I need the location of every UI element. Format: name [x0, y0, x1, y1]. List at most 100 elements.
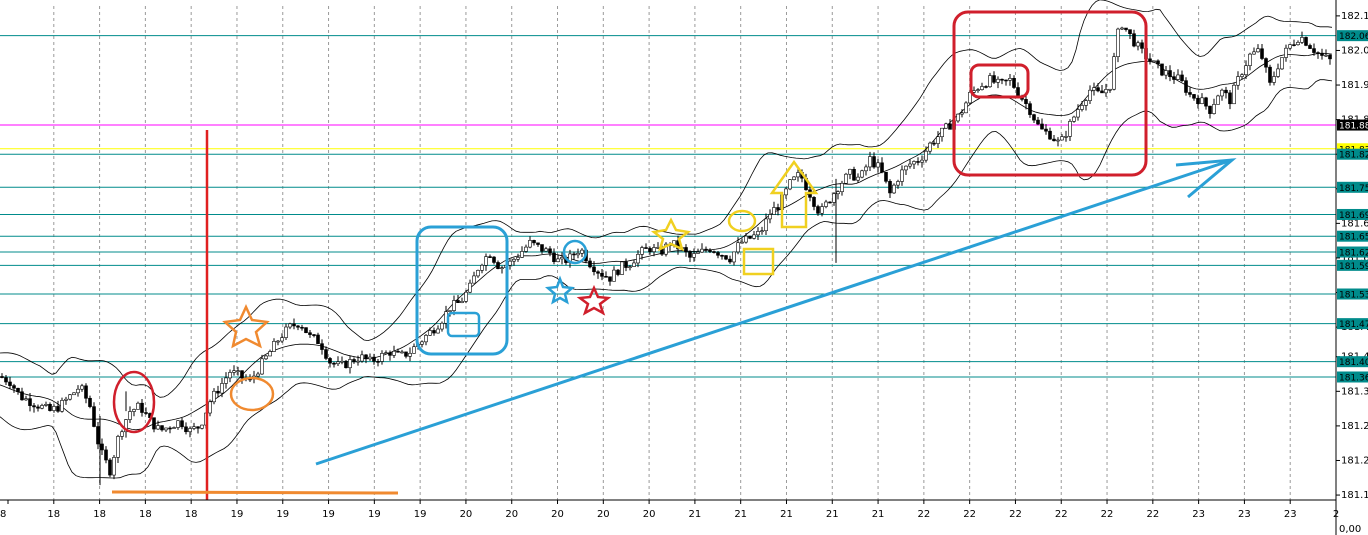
candle-bear	[992, 75, 996, 83]
candle-bear	[684, 247, 688, 253]
candle-bull	[640, 247, 644, 255]
candle-bull	[960, 112, 964, 115]
candle-bull	[192, 426, 196, 429]
candle-bull	[792, 176, 796, 180]
yellow-star-marker	[650, 217, 692, 252]
candle-bull	[80, 385, 84, 390]
price-tick-label: 182.10	[1341, 11, 1368, 22]
time-tick-label: 23	[1192, 509, 1205, 520]
candle-bull	[272, 341, 276, 352]
candle-bull	[908, 163, 912, 167]
candle-bear	[144, 412, 148, 414]
candle-bull	[796, 172, 800, 178]
candle-bear	[1048, 130, 1052, 140]
candle-bear	[596, 271, 600, 274]
candle-bull	[52, 406, 56, 411]
candle-bear	[320, 343, 324, 350]
candle-bear	[1228, 92, 1232, 105]
level-price-tag	[1337, 288, 1368, 300]
candle-bull	[696, 251, 700, 254]
candle-bull	[440, 322, 444, 330]
time-tick-label: 20	[460, 509, 473, 520]
time-tick-label: 21	[780, 509, 793, 520]
candle-bull	[356, 360, 360, 363]
candle-bear	[404, 351, 408, 357]
candle-bear	[572, 253, 576, 256]
candle-bull	[392, 350, 396, 356]
candle-bull	[1216, 95, 1220, 105]
candle-bull	[544, 248, 548, 252]
candle-bull	[1092, 87, 1096, 91]
orange-ellipse-marker	[229, 376, 275, 412]
candle-bear	[296, 325, 300, 328]
candle-bull	[224, 377, 228, 384]
candle-bear	[304, 327, 308, 334]
time-tick-label: 19	[414, 509, 427, 520]
level-price-tag-label: 181.47	[1339, 320, 1368, 330]
candle-bull	[944, 123, 948, 129]
candle-bear	[364, 354, 368, 360]
candle-bull	[1300, 37, 1304, 43]
candle-bear	[16, 387, 20, 393]
candle-bull	[892, 184, 896, 194]
candle-bull	[760, 230, 764, 233]
level-price-tag	[1337, 119, 1368, 131]
level-price-tag-label: 181.59	[1339, 262, 1368, 272]
candle-bull	[460, 301, 464, 303]
candle-bear	[1096, 87, 1100, 92]
candle-bull	[1104, 89, 1108, 94]
candle-bull	[1220, 89, 1224, 97]
level-price-tag	[1337, 230, 1368, 242]
candle-bull	[580, 249, 584, 254]
candle-bull	[1120, 27, 1124, 30]
candle-bear	[308, 332, 312, 335]
candle-bear	[300, 326, 304, 329]
level-price-tag-label: 181.82	[1339, 151, 1368, 161]
candle-bull	[1008, 78, 1012, 81]
candle-bull	[772, 207, 776, 215]
red-small-box-marker	[969, 63, 1030, 99]
candle-bear	[352, 359, 356, 363]
candle-bull	[1176, 74, 1180, 80]
candle-bull	[1256, 48, 1260, 53]
candle-bull	[928, 142, 932, 152]
candle-bull	[940, 127, 944, 138]
candle-bear	[616, 269, 620, 275]
candle-bear	[96, 426, 100, 445]
candle-bear	[1308, 45, 1312, 49]
candle-bull	[484, 256, 488, 266]
candle-bear	[852, 168, 856, 181]
candle-bull	[1164, 70, 1168, 76]
candle-bull	[1232, 84, 1236, 105]
candle-bull	[384, 352, 388, 354]
blue-small-square-marker	[446, 311, 481, 338]
candle-bull	[436, 328, 440, 334]
candle-bull	[996, 78, 1000, 83]
price-axis: 182.10182.03181.96181.89181.82181.75181.…	[1335, 0, 1368, 535]
candle-bear	[536, 242, 540, 245]
sub-axis-value-label: 0,00	[1339, 524, 1361, 535]
yellow-up-arrow-marker	[769, 159, 819, 229]
candle-bear	[332, 362, 336, 365]
candle-bear	[316, 334, 320, 344]
candle-bear	[716, 252, 720, 256]
candle-bear	[1304, 37, 1308, 46]
candle-bear	[36, 406, 40, 409]
candle-bear	[1036, 119, 1040, 125]
candle-bull	[452, 300, 456, 311]
candle-bear	[1180, 74, 1184, 81]
candle-bull	[360, 354, 364, 362]
candle-bear	[1128, 29, 1132, 35]
candle-bull	[1272, 76, 1276, 83]
candle-bear	[984, 86, 988, 88]
time-tick-label: 19	[231, 509, 244, 520]
candle-bear	[456, 300, 460, 303]
candle-bull	[228, 372, 232, 379]
candle-bear	[20, 391, 24, 401]
candle-bull	[1200, 97, 1204, 104]
candle-bear	[1168, 70, 1172, 77]
price-tick-label: 181.96	[1341, 80, 1368, 91]
price-tick-label: 181.61	[1341, 253, 1368, 264]
candle-bull	[1284, 47, 1288, 58]
